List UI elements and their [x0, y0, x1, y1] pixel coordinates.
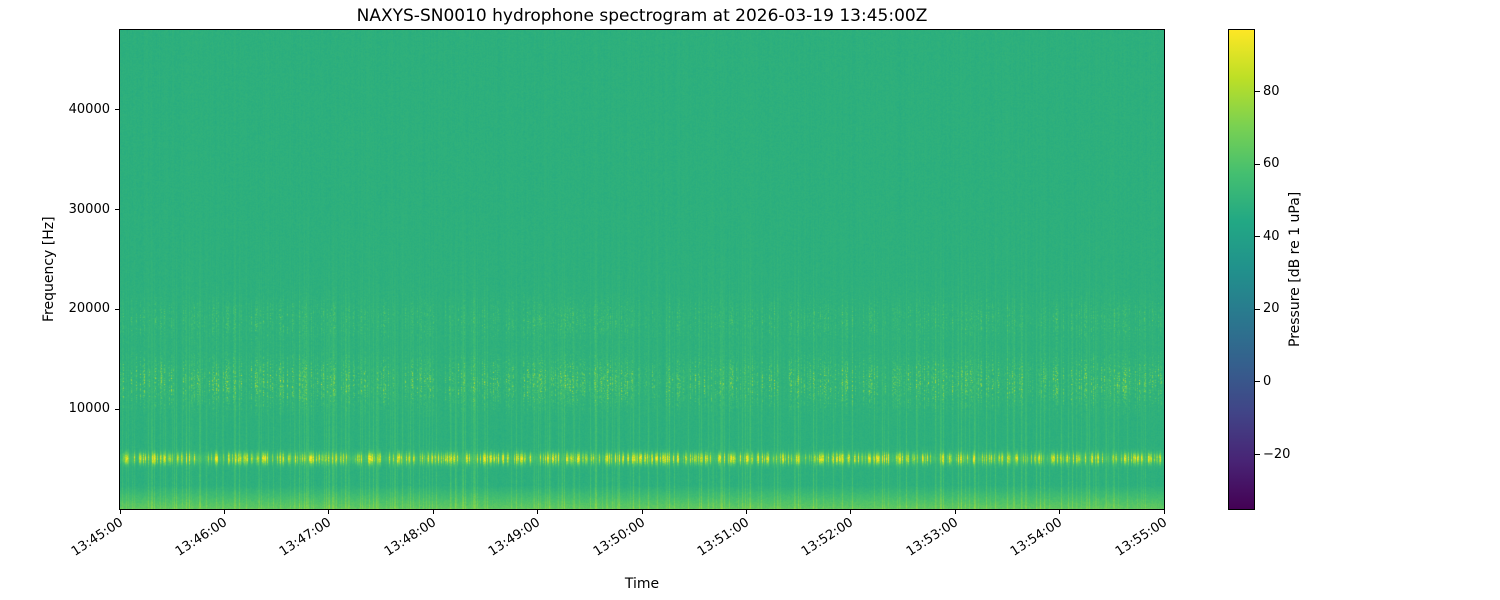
colorbar-tick-label: −20 — [1263, 446, 1291, 462]
y-tick-label: 30000 — [68, 201, 110, 217]
x-tick-mark — [328, 509, 330, 514]
y-tick-mark — [115, 209, 120, 211]
x-tick-label: 13:45:00 — [68, 515, 126, 560]
x-tick-label: 13:55:00 — [1112, 515, 1170, 560]
y-tick-mark — [115, 408, 120, 410]
x-tick-mark — [537, 509, 539, 514]
colorbar-tick-label: 20 — [1263, 301, 1280, 317]
x-tick-label: 13:53:00 — [903, 515, 961, 560]
y-tick-mark — [115, 109, 120, 111]
x-tick-label: 13:54:00 — [1008, 515, 1066, 560]
colorbar-label: Pressure [dB re 1 uPa] — [1287, 191, 1303, 348]
x-tick-label: 13:47:00 — [277, 515, 335, 560]
spectrogram-image — [120, 30, 1164, 509]
x-tick-label: 13:50:00 — [590, 515, 648, 560]
x-tick-mark — [119, 509, 121, 514]
x-tick-label: 13:46:00 — [172, 515, 231, 560]
colorbar-tick-mark — [1255, 236, 1260, 238]
colorbar-tick-mark — [1255, 91, 1260, 93]
x-tick-mark — [223, 509, 225, 514]
x-tick-mark — [641, 509, 643, 514]
x-tick-label: 13:51:00 — [694, 515, 753, 560]
colorbar-tick-label: 60 — [1263, 156, 1280, 172]
x-tick-mark — [1059, 509, 1061, 514]
colorbar-tick-label: 0 — [1263, 373, 1272, 389]
x-tick-mark — [850, 509, 852, 514]
chart-title: NAXYS-SN0010 hydrophone spectrogram at 2… — [356, 6, 928, 26]
y-tick-mark — [115, 308, 120, 310]
x-tick-label: 13:52:00 — [799, 515, 857, 560]
colorbar-tick-label: 80 — [1263, 83, 1280, 99]
colorbar-tick-mark — [1255, 454, 1260, 456]
colorbar-tick-mark — [1255, 308, 1260, 310]
y-tick-label: 10000 — [68, 401, 110, 417]
colorbar-tick-label: 40 — [1263, 228, 1280, 244]
spectrogram-plot-area — [119, 29, 1165, 510]
colorbar-tick-mark — [1255, 163, 1260, 165]
colorbar-tick-mark — [1255, 381, 1260, 383]
y-tick-label: 20000 — [68, 301, 110, 317]
x-tick-label: 13:49:00 — [486, 515, 544, 560]
x-tick-label: 13:48:00 — [381, 515, 439, 560]
x-tick-mark — [432, 509, 434, 514]
y-axis-label: Frequency [Hz] — [41, 216, 57, 323]
y-tick-label: 40000 — [68, 101, 110, 117]
x-tick-mark — [954, 509, 956, 514]
x-axis-label: Time — [624, 576, 660, 592]
x-tick-mark — [1163, 509, 1165, 514]
colorbar — [1228, 29, 1255, 510]
x-tick-mark — [745, 509, 747, 514]
